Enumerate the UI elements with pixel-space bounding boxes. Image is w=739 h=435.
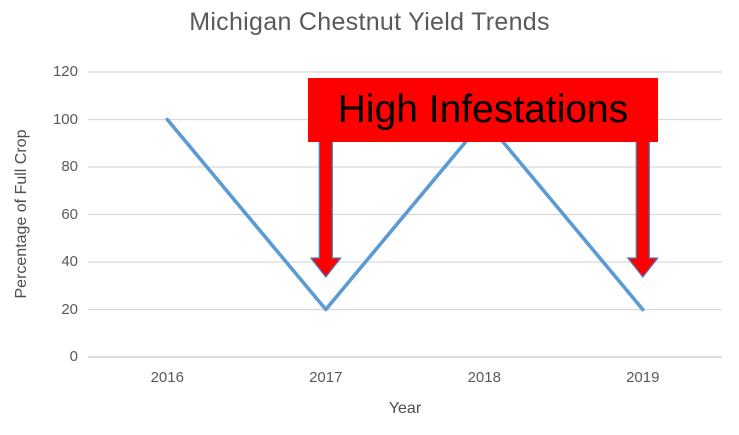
x-tick-label-2017: 2017 [309,369,343,386]
y-tick-label-80: 80 [61,158,78,175]
x-tick-label-2018: 2018 [467,369,501,386]
yield-trend-line [165,117,645,312]
y-tick-label-0: 0 [69,348,78,365]
x-tick-label-2019: 2019 [626,369,660,386]
y-tick-label-40: 40 [61,253,78,270]
x-axis-title: Year [388,400,422,417]
y-tick-label-100: 100 [52,110,78,128]
y-tick-label-20: 20 [61,300,78,318]
annotation-box: High Infestations [308,78,658,142]
x-tick-label-2016: 2016 [150,369,184,386]
y-tick-label-120: 120 [52,63,78,80]
infestation-arrow-2019 [627,138,659,278]
chart-title: Michigan Chestnut Yield Trends [189,8,550,36]
infestation-arrow-2017 [310,138,342,278]
y-tick-label-60: 60 [61,205,78,223]
